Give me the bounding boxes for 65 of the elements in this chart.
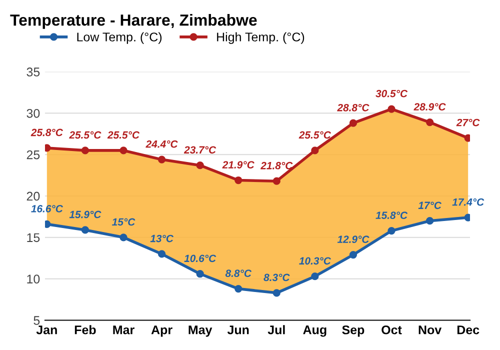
y-tick-label: 30 [26, 108, 40, 118]
x-tick-label: Aug [303, 326, 326, 337]
point [234, 284, 242, 293]
x-tick-label: Apr [151, 326, 172, 337]
data-label: 30.5°C [376, 90, 408, 98]
x-tick-label: May [188, 326, 212, 337]
data-label: 21.9°C [222, 161, 254, 168]
data-label: 15.8°C [376, 212, 408, 220]
point [196, 162, 204, 170]
point [349, 250, 358, 259]
point [272, 289, 280, 297]
x-tick-label: Sep [342, 325, 364, 337]
data-label: 28.8°C [337, 104, 370, 112]
x-tick-label: Feb [74, 325, 96, 334]
x-tick-label: Nov [418, 326, 442, 334]
data-label: 28.9°C [414, 103, 446, 110]
data-label: 13°C [150, 234, 174, 242]
chart-title: Temperature - Harare, Zimbabwe [10, 14, 257, 29]
y-tick-label: 20 [26, 192, 40, 201]
data-label: 23.7°C [184, 146, 216, 154]
point [120, 146, 128, 154]
data-label: 27°C [456, 118, 480, 126]
point [426, 217, 434, 225]
y-tick-label: 35 [26, 68, 40, 76]
y-tick-label: 25 [26, 150, 40, 160]
x-tick-label: Jan [36, 326, 57, 334]
point [272, 177, 280, 185]
data-label: 21.8°C [260, 162, 293, 170]
data-label: 25.8°C [30, 128, 64, 136]
x-tick-label: Dec [457, 326, 480, 334]
point [120, 234, 128, 242]
y-tick-label: 15 [27, 233, 40, 242]
x-tick-label: Oct [382, 325, 402, 334]
y-tick-label: 10 [27, 274, 40, 284]
point [311, 146, 319, 154]
point [388, 226, 396, 235]
point [349, 119, 358, 127]
data-label: 25.5°C [69, 131, 102, 139]
point [196, 270, 204, 278]
point [81, 146, 90, 154]
data-label: 25.5°C [298, 131, 332, 139]
data-label: 8.3°C [264, 274, 290, 282]
y-tick-label: 5 [34, 316, 40, 325]
point [234, 176, 242, 184]
point [158, 250, 166, 258]
point [81, 226, 90, 234]
point [388, 105, 396, 113]
legend-label: Low Temp. (°C) [77, 32, 162, 44]
x-tick-label: Mar [113, 326, 134, 334]
x-tick-label: Jun [227, 326, 249, 334]
data-label: 8.8°C [225, 270, 252, 277]
legend-label: High Temp. (°C) [217, 32, 304, 44]
point [426, 118, 434, 126]
data-label: 25.5°C [107, 131, 140, 139]
data-label: 15.9°C [69, 210, 102, 218]
data-label: 15°C [112, 218, 136, 226]
x-tick-label: Jul [268, 325, 285, 334]
data-label: 16.6°C [31, 205, 64, 212]
data-label: 10.3°C [299, 257, 332, 265]
data-label: 10.6°C [184, 254, 216, 262]
point [158, 156, 166, 164]
point [311, 272, 319, 280]
data-label: 17°C [418, 202, 442, 210]
data-label: 24.4°C [146, 140, 178, 148]
data-label: 12.9°C [337, 236, 370, 244]
